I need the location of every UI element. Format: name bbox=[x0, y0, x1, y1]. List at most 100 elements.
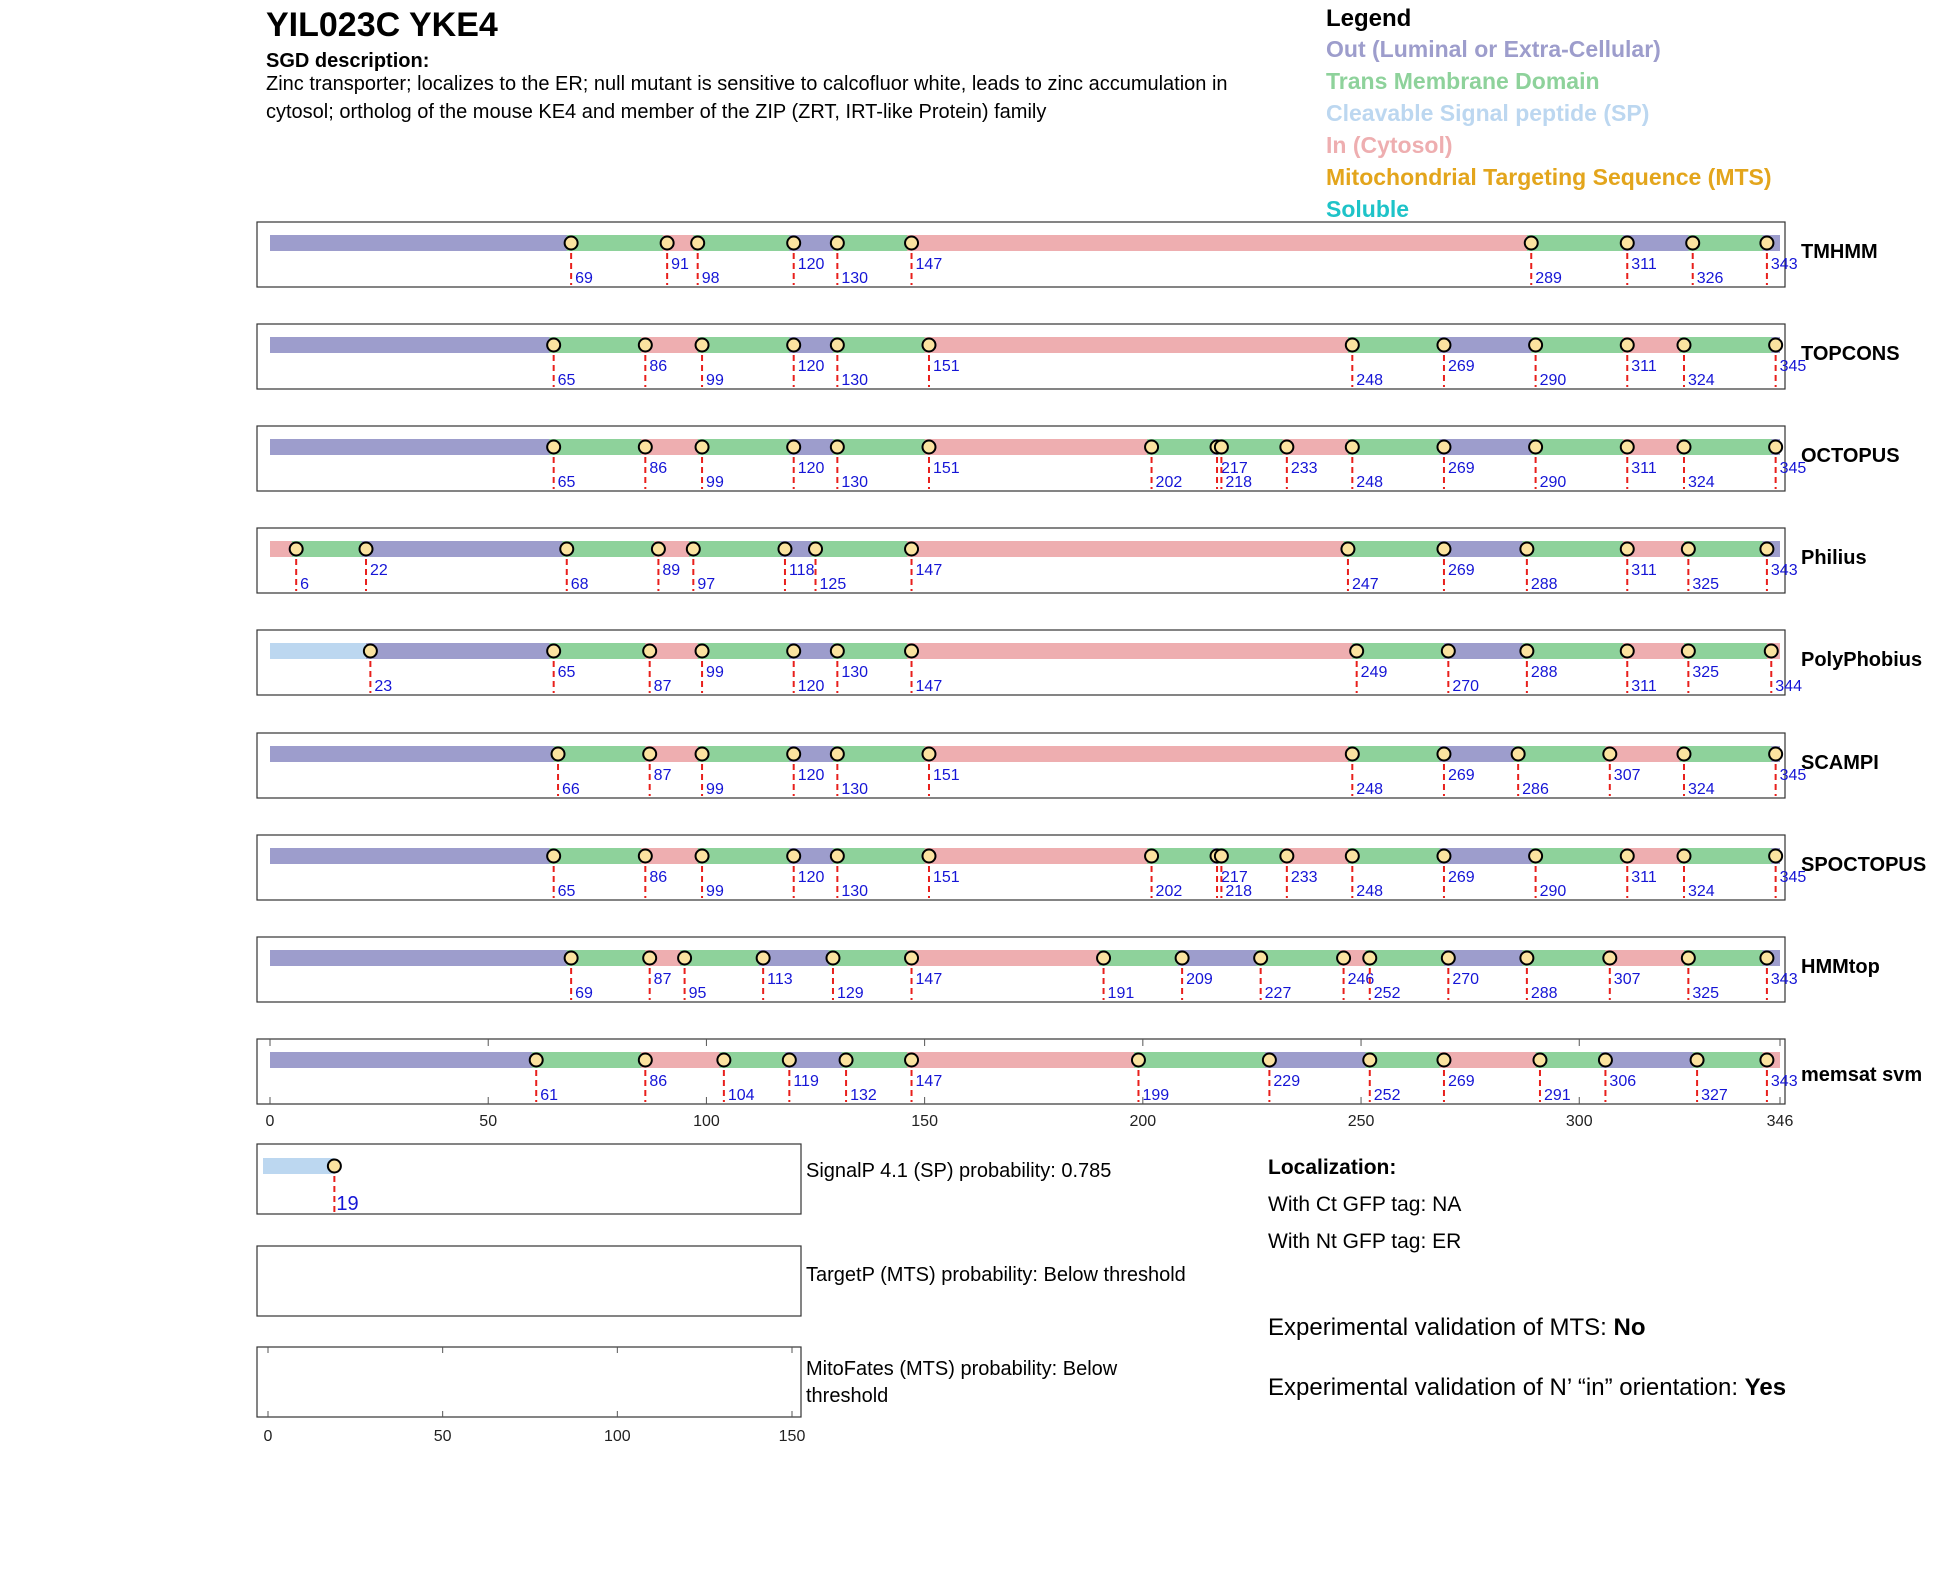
segment-in bbox=[907, 235, 1532, 251]
segment-tm bbox=[1688, 235, 1767, 251]
boundary-label: 343 bbox=[1771, 971, 1798, 988]
targetp-panel bbox=[256, 1245, 802, 1317]
boundary-label: 248 bbox=[1356, 883, 1383, 900]
boundary-label: 118 bbox=[789, 562, 815, 579]
segment-tm bbox=[1147, 848, 1218, 864]
boundary-marker bbox=[358, 541, 374, 557]
segment-in bbox=[640, 848, 703, 864]
boundary-marker bbox=[1768, 746, 1784, 762]
segment-out bbox=[270, 235, 572, 251]
boundary-label: 86 bbox=[649, 460, 667, 477]
segment-tm bbox=[1531, 337, 1628, 353]
segment-tm bbox=[1099, 950, 1183, 966]
boundary-label: 218 bbox=[1225, 883, 1252, 900]
boundary-label: 147 bbox=[916, 562, 943, 579]
boundary-label: 311 bbox=[1631, 460, 1657, 477]
validation-mts-label: Experimental validation of MTS: bbox=[1268, 1314, 1614, 1341]
boundary-label: 130 bbox=[841, 270, 868, 287]
segment-out bbox=[784, 1052, 847, 1068]
boundary-marker bbox=[637, 439, 653, 455]
segment-in bbox=[1282, 439, 1353, 455]
legend-in: In (Cytosol) bbox=[1326, 132, 1453, 158]
segment-tm bbox=[1683, 541, 1767, 557]
segment-out bbox=[1177, 950, 1261, 966]
segment-in bbox=[907, 541, 1348, 557]
segment-tm bbox=[719, 1052, 790, 1068]
segment-tm bbox=[1134, 1052, 1270, 1068]
segment-in bbox=[924, 439, 1152, 455]
boundary-label: 87 bbox=[654, 678, 672, 695]
boundary-label: 249 bbox=[1361, 664, 1388, 681]
boundary-label: 129 bbox=[837, 985, 864, 1002]
boundary-label: 269 bbox=[1448, 562, 1475, 579]
segment-out bbox=[270, 1052, 537, 1068]
localization-title: Localization: bbox=[1268, 1156, 1397, 1179]
boundary-marker bbox=[1528, 848, 1544, 864]
boundary-marker bbox=[829, 848, 845, 864]
boundary-label: 286 bbox=[1522, 781, 1549, 798]
boundary-marker bbox=[921, 337, 937, 353]
segment-out bbox=[789, 337, 838, 353]
boundary-marker bbox=[694, 337, 710, 353]
segment-out bbox=[1439, 541, 1527, 557]
boundary-marker bbox=[1349, 643, 1365, 659]
boundary-marker bbox=[904, 643, 920, 659]
boundary-marker bbox=[650, 541, 666, 557]
boundary-label: 290 bbox=[1540, 372, 1567, 389]
boundary-label: 69 bbox=[575, 985, 593, 1002]
boundary-marker bbox=[786, 337, 802, 353]
track-name-hmmtop: HMMtop bbox=[1801, 956, 1880, 978]
boundary-marker bbox=[1519, 950, 1535, 966]
x-tick-label: 200 bbox=[1129, 1113, 1156, 1130]
boundary-label: 147 bbox=[916, 256, 943, 273]
boundary-label: 345 bbox=[1780, 767, 1807, 784]
boundary-marker bbox=[1261, 1052, 1277, 1068]
segment-in bbox=[1622, 439, 1684, 455]
boundary-label: 218 bbox=[1225, 474, 1252, 491]
boundary-marker bbox=[904, 950, 920, 966]
segment-in bbox=[1605, 746, 1684, 762]
boundary-marker bbox=[694, 439, 710, 455]
segment-tm bbox=[1535, 1052, 1606, 1068]
boundary-marker bbox=[1213, 439, 1229, 455]
segment-tm bbox=[1347, 746, 1444, 762]
x-tick-label: 0 bbox=[266, 1113, 275, 1130]
boundary-marker bbox=[1144, 439, 1160, 455]
boundary-marker bbox=[1768, 439, 1784, 455]
segment-in bbox=[924, 337, 1353, 353]
segment-tm bbox=[832, 439, 929, 455]
boundary-marker bbox=[829, 643, 845, 659]
small-axis-tick-label: 100 bbox=[604, 1428, 631, 1445]
validation-nin-label: Experimental validation of N’ “in” orien… bbox=[1268, 1374, 1745, 1401]
boundary-marker bbox=[1597, 1052, 1613, 1068]
boundary-marker bbox=[1602, 746, 1618, 762]
boundary-label: 68 bbox=[571, 576, 589, 593]
boundary-marker bbox=[546, 848, 562, 864]
boundary-label: 344 bbox=[1775, 678, 1802, 695]
boundary-marker bbox=[808, 541, 824, 557]
boundary-label: 86 bbox=[649, 358, 667, 375]
segment-sp bbox=[270, 643, 371, 659]
boundary-marker bbox=[1519, 643, 1535, 659]
segment-tm bbox=[1679, 848, 1776, 864]
segment-out bbox=[270, 439, 554, 455]
boundary-marker bbox=[786, 643, 802, 659]
boundary-label: 325 bbox=[1692, 664, 1719, 681]
segment-in bbox=[907, 950, 1104, 966]
boundary-label: 345 bbox=[1780, 460, 1807, 477]
segment-tm bbox=[832, 848, 929, 864]
boundary-marker bbox=[642, 950, 658, 966]
segment-out bbox=[1443, 950, 1527, 966]
boundary-marker bbox=[829, 337, 845, 353]
boundary-marker bbox=[1676, 746, 1692, 762]
boundary-label: 325 bbox=[1692, 985, 1719, 1002]
boundary-label: 345 bbox=[1780, 358, 1807, 375]
boundary-marker bbox=[637, 337, 653, 353]
track-frame-memsat-svm bbox=[256, 1038, 1786, 1105]
small-axis-tick-label: 0 bbox=[264, 1428, 273, 1445]
boundary-label: 99 bbox=[706, 883, 724, 900]
boundary-marker bbox=[694, 848, 710, 864]
boundary-marker bbox=[1619, 235, 1635, 251]
signalp-boundary-label: 19 bbox=[336, 1193, 358, 1215]
segment-tm bbox=[566, 950, 650, 966]
